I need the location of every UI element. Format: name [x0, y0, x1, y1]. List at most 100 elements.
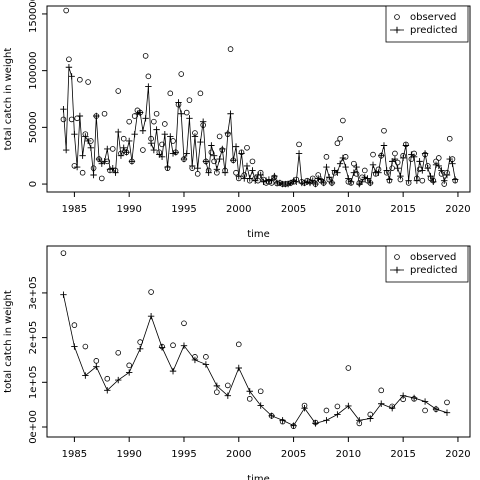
observed-point: [392, 150, 398, 157]
predicted-point: [309, 177, 316, 184]
predicted-point: [232, 143, 240, 150]
predicted-point: [290, 177, 297, 184]
legend-label: observed: [410, 12, 456, 23]
predicted-point: [213, 166, 221, 173]
observed-point: [211, 158, 217, 165]
x-tick-label: 2010: [336, 449, 361, 460]
predicted-point: [383, 167, 390, 174]
observed-point: [340, 117, 346, 124]
predicted-point: [186, 115, 193, 122]
predicted-point: [76, 112, 84, 120]
observed-point: [249, 158, 256, 165]
predicted-point: [128, 158, 136, 165]
predicted-point: [161, 130, 169, 138]
observed-point: [178, 71, 185, 77]
predicted-point: [115, 128, 122, 136]
predicted-point: [369, 161, 377, 168]
legend-label: observed: [410, 252, 456, 263]
y-tick-label: 50000: [28, 111, 39, 143]
observed-point: [435, 155, 442, 161]
observed-point: [216, 133, 223, 140]
predicted-point: [65, 64, 73, 71]
predicted-point: [205, 169, 212, 176]
predicted-point: [293, 178, 300, 185]
observed-point: [131, 113, 138, 119]
predicted-point: [413, 177, 421, 184]
predicted-point: [115, 376, 122, 384]
predicted-point: [189, 162, 196, 170]
predicted-point: [210, 152, 218, 159]
predicted-point: [238, 150, 245, 157]
observed-point: [60, 250, 67, 256]
predicted-point: [378, 400, 385, 407]
predicted-point: [432, 161, 440, 168]
predicted-point: [125, 137, 133, 145]
observed-point: [323, 407, 330, 414]
predicted-point: [82, 133, 89, 140]
predicted-point: [339, 154, 347, 162]
predicted-point: [358, 178, 366, 185]
predicted-point: [380, 142, 388, 149]
predicted-point: [197, 138, 204, 146]
predicted-point: [301, 179, 308, 187]
x-axis-label: time: [247, 474, 270, 480]
observed-point: [170, 342, 176, 349]
predicted-point: [139, 127, 147, 134]
predicted-point: [265, 176, 273, 183]
predicted-point: [249, 167, 256, 174]
predicted-point: [246, 388, 253, 395]
predicted-point: [416, 158, 423, 165]
predicted-point: [123, 149, 130, 156]
predicted-point: [367, 415, 374, 422]
predicted-point: [334, 169, 341, 176]
predicted-point: [402, 142, 410, 149]
observed-point: [244, 144, 250, 151]
predicted-point: [295, 150, 303, 157]
observed-point: [98, 175, 105, 182]
predicted-point: [117, 152, 125, 159]
predicted-point: [230, 157, 237, 164]
predicted-point: [150, 146, 158, 154]
observed-point: [126, 362, 132, 369]
predicted-point: [147, 140, 155, 147]
observed-point: [334, 140, 341, 147]
predicted-point: [136, 109, 144, 116]
predicted-point: [246, 175, 253, 182]
predicted-point: [353, 163, 360, 171]
observed-point: [334, 403, 341, 410]
observed-point: [214, 389, 220, 395]
predicted-point: [199, 118, 207, 125]
predicted-point: [158, 344, 166, 351]
predicted-point: [175, 99, 182, 106]
predicted-point: [424, 164, 432, 172]
observed-point: [77, 76, 83, 83]
predicted-point: [79, 152, 86, 159]
predicted-point: [180, 155, 188, 163]
predicted-point: [323, 163, 330, 171]
observed-point: [71, 163, 78, 169]
predicted-point: [257, 171, 264, 179]
predicted-point: [169, 367, 177, 375]
observed-point: [246, 396, 253, 402]
predicted-point: [101, 158, 108, 165]
x-tick-label: 2020: [445, 449, 470, 460]
predicted-point: [345, 402, 352, 410]
legend-marker: [394, 14, 400, 20]
predicted-point: [93, 363, 100, 370]
predicted-point: [227, 110, 234, 117]
observed-point: [296, 141, 302, 148]
predicted-point: [191, 133, 199, 140]
y-tick-label: 0: [28, 181, 39, 187]
observed-point: [225, 382, 231, 389]
predicted-point: [325, 174, 333, 181]
observed-point: [186, 97, 193, 103]
predicted-point: [342, 163, 349, 171]
predicted-point: [235, 364, 242, 372]
x-tick-label: 2005: [281, 449, 306, 460]
predicted-point: [60, 106, 67, 113]
x-tick-label: 1990: [116, 449, 141, 460]
observed-point: [183, 109, 190, 116]
predicted-point: [60, 291, 67, 298]
predicted-point: [427, 172, 434, 180]
x-tick-label: 2000: [226, 449, 251, 460]
